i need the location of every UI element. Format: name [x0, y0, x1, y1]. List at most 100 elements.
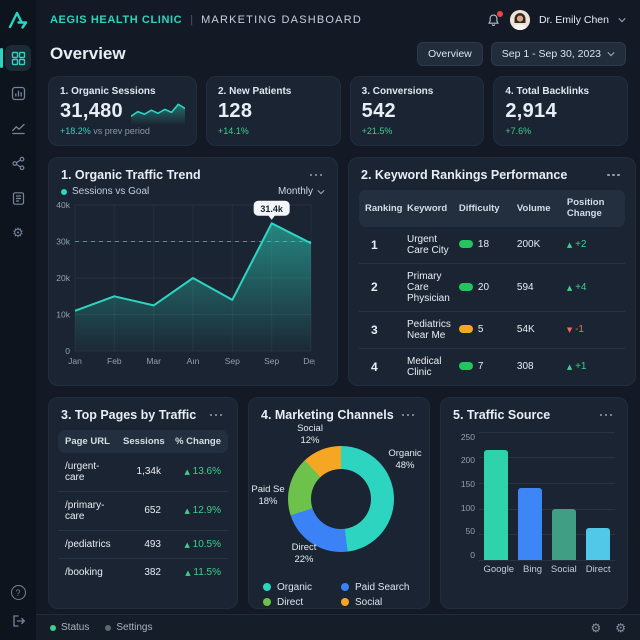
period-selector[interactable]: Monthly [278, 186, 325, 197]
kpi-delta: +21.5% [361, 126, 393, 136]
table-header: Ranking Keyword Difficulty Volume Positi… [359, 190, 625, 227]
more-menu-icon[interactable] [307, 171, 326, 180]
sidebar-item-reports[interactable] [5, 185, 31, 211]
table-body: /urgent-care 1,34k ▲ 13.6% /primary-care… [58, 453, 228, 586]
top-pages-card: 3. Top Pages by Traffic Page URL Session… [48, 396, 238, 609]
help-icon[interactable]: ? [10, 585, 26, 600]
chevron-down-icon [317, 189, 325, 194]
chevron-down-icon[interactable] [618, 17, 626, 23]
svg-text:Sep: Sep [225, 356, 240, 366]
sidebar-nav: ⚙ [0, 45, 36, 246]
main-area: AEGIS HEALTH CLINIC | MARKETING DASHBOAR… [36, 0, 640, 640]
kpi-value: 2,914 [505, 100, 557, 122]
more-menu-icon[interactable] [597, 411, 616, 420]
notification-badge [496, 10, 503, 17]
donut-label-organic: Organic 48% [388, 447, 422, 472]
document-icon [11, 191, 26, 206]
user-avatar[interactable] [509, 10, 530, 30]
sidebar-footer: ? [10, 585, 26, 640]
table-header: Page URL Sessions % Change [58, 429, 228, 453]
svg-text:Feb: Feb [107, 356, 122, 366]
table-row: 4 Medical Clinic 7 308 ▲ +1 [371, 355, 587, 378]
table-row: /primary-care 652 ▲ 12.9% [58, 492, 228, 531]
dashboard-content: 1. Organic Sessions 31,480 +18.2% vs pre… [36, 74, 640, 614]
organic-traffic-trend-card: 1. Organic Traffic Trend Sessions vs Goa… [48, 157, 338, 386]
traffic-source-card: 5. Traffic Source 250 200 150 100 50 0 Google… [440, 396, 628, 609]
difficulty-pill [458, 362, 473, 371]
bar [552, 508, 576, 560]
table-row: /urgent-care 1,34k ▲ 13.6% [58, 453, 228, 492]
keyword-rankings-card: 2. Keyword Rankings Performance Ranking … [348, 157, 636, 386]
donut-chart: Social 12% Organic 48% Paid Se 18% Direct 22… [251, 422, 427, 574]
svg-text:10k: 10k [56, 310, 70, 320]
gear-icon: ⚙ [12, 225, 24, 241]
table-row: /booking 382 ▲ 11.5% [65, 566, 221, 578]
bar-label: Direct [585, 563, 611, 575]
share-link-icon [11, 156, 26, 171]
sidebar-item-links[interactable] [5, 150, 31, 176]
brand-separator: | [190, 14, 194, 26]
bar-label: Google [483, 563, 515, 575]
donut-ring [288, 445, 394, 552]
notification-bell-icon[interactable] [486, 10, 503, 28]
sidebar-item-analytics[interactable] [5, 80, 31, 106]
difficulty-pill [458, 240, 473, 249]
sidebar-item-dashboard[interactable] [0, 45, 31, 71]
kpi-delta: +18.2% vs prev period [60, 126, 150, 136]
card-title: 1. Organic Traffic Trend [61, 168, 201, 182]
bar-label: Social [550, 563, 577, 575]
donut-label-direct: Direct 22% [291, 541, 317, 566]
settings-dot [105, 624, 112, 631]
logout-icon[interactable] [11, 614, 26, 628]
sidebar-item-trends[interactable] [5, 115, 31, 141]
svg-text:Aın: Aın [187, 356, 200, 366]
user-name[interactable]: Dr. Emily Chen [538, 14, 609, 26]
more-menu-icon[interactable] [604, 171, 623, 180]
legend-item: Direct [263, 597, 337, 608]
sparkline-chart [130, 103, 185, 125]
kpi-card: 1. Organic Sessions 31,480 +18.2% vs pre… [48, 76, 197, 146]
donut-label-social: Social 12% [297, 422, 323, 447]
bar-label: Bing [523, 563, 543, 575]
kpi-card: 3. Conversions 542 +21.5% [349, 76, 485, 146]
donut-label-paid: Paid Se 18% [251, 483, 285, 508]
bar [586, 528, 610, 560]
app-title: MARKETING DASHBOARD [201, 14, 362, 26]
kpi-card: 4. Total Backlinks 2,914 +7.6% [493, 76, 628, 146]
kpi-delta: +7.6% [505, 126, 532, 136]
kpi-value: 542 [361, 100, 396, 122]
status-bar: Status Settings ⚙ ⚙ [36, 614, 640, 640]
table-row: 1 Urgent Care City 18 200K ▲ +2 [359, 227, 625, 264]
chevron-down-icon [607, 52, 615, 57]
difficulty-pill [458, 325, 473, 334]
table-row: 3 Pediatrics Near Me 5 54K ▼ -1 [359, 312, 625, 349]
kpi-value: 31,480 [60, 100, 123, 122]
date-range-selector[interactable]: Sep 1 - Sep 30, 2023 [490, 42, 626, 66]
status-dot [50, 624, 56, 631]
svg-text:40k: 40k [56, 200, 70, 210]
status-item[interactable]: Status [50, 622, 89, 633]
sidebar-item-settings[interactable]: ⚙ [5, 220, 31, 246]
gear-icon[interactable]: ⚙ [615, 620, 626, 635]
x-axis-labels: Google Bing Social Direct [441, 560, 627, 575]
gear-icon[interactable]: ⚙ [590, 620, 602, 635]
settings-item[interactable]: Settings [105, 622, 153, 633]
svg-text:31.4k: 31.4k [260, 204, 284, 214]
more-menu-icon[interactable] [399, 411, 418, 420]
y-axis-labels: 250 200 150 100 50 0 [460, 431, 475, 560]
legend-item: Social [341, 597, 415, 608]
svg-text:Dep: Dep [303, 356, 315, 366]
table-row: /pediatrics 493 ▲ 10.5% [58, 531, 228, 559]
bar [484, 449, 508, 560]
chart-legend: Organic Paid Search Direct Social [249, 574, 429, 608]
kpi-label: 1. Organic Sessions [60, 86, 156, 97]
bar-plot-area [479, 431, 615, 561]
page-title: Overview [50, 44, 126, 63]
overview-view-button[interactable]: Overview [416, 42, 483, 66]
kpi-row: 1. Organic Sessions 31,480 +18.2% vs pre… [48, 76, 628, 146]
more-menu-icon[interactable] [207, 411, 226, 420]
legend-dot [61, 188, 67, 195]
card-title: 5. Traffic Source [453, 407, 551, 422]
bar-chart: 250 200 150 100 50 0 [441, 426, 627, 561]
